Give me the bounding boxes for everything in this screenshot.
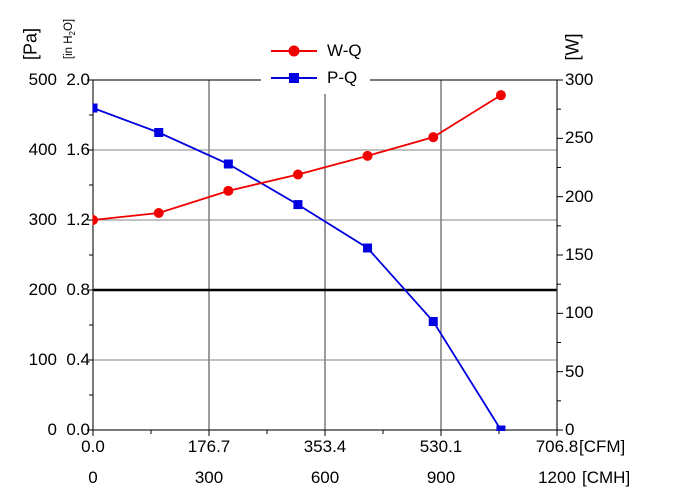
wq-data-point [292,169,303,180]
pq-legend-swatch [271,72,317,83]
left-pa-tick-label: 500 [28,70,57,89]
inh2o-unit-pre: [in H [63,35,75,60]
left-inh2o-tick-label: 0.0 [66,420,90,439]
bottom-cmh-tick-label: 900 [426,468,456,487]
left-inh2o-tick-label: 0.8 [66,280,90,299]
right-w-tick-label: 0 [565,420,575,439]
right-w-tick-label: 250 [565,128,594,148]
left-pa-tick-label: 0 [47,420,57,439]
pq-data-point [154,128,164,137]
legend-item-pq: P-Q [269,64,362,91]
left-inh2o-tick-label: 1.6 [66,140,90,159]
bottom-cfm-tick-label: 353.4 [303,437,347,456]
bottom-cfm-tick-label: 530.1 [419,437,463,456]
pq-data-point [496,425,506,431]
left-pa-tick-label: 400 [28,140,57,159]
right-axis-unit-w: [W] [562,33,583,61]
right-w-tick-label: 100 [565,303,594,323]
wq-data-point [495,90,506,101]
bottom-cmh-tick-label: 300 [194,468,224,487]
bottom-cmh-tick-label: 600 [310,468,340,487]
left-pa-tick-label: 100 [28,350,57,369]
inh2o-unit-subscript: 2 [68,31,77,36]
left-axis-unit-pa: [Pa] [20,27,41,61]
left-inh2o-tick-label: 2.0 [66,70,90,89]
wq-data-point [362,150,373,161]
x-axis-unit-cmh: [CMH] [582,468,631,487]
bottom-cfm-tick-label: 706.8 [535,437,579,456]
pq-legend-label: P-Q [327,67,358,87]
right-w-tick-label: 300 [565,70,594,89]
legend-item-wq: W-Q [269,37,362,64]
x-axis-unit-cfm: [CFM] [579,437,626,456]
right-w-tick-label: 150 [565,245,594,264]
right-w-tick-label: 50 [565,361,584,381]
pq-data-point [92,103,98,113]
wq-legend-swatch [271,45,317,56]
left-inh2o-tick-label: 1.2 [66,210,90,229]
pq-data-point [223,159,233,169]
left-axis-unit-inh2o: [in H2O] [63,19,77,59]
pq-data-point [363,243,373,253]
left-inh2o-tick-label: 0.4 [66,350,90,369]
bottom-cfm-tick-label: 176.7 [187,437,231,456]
wq-data-point [92,215,98,225]
legend: W-Q P-Q [261,36,370,94]
pq-series-line [92,107,502,431]
bottom-cfm-tick-label: 0.0 [81,437,105,456]
pq-data-point [428,317,438,326]
pq-data-point [293,200,303,210]
inh2o-unit-post: O] [63,18,75,32]
right-w-tick-label: 200 [565,186,594,206]
wq-data-point [428,132,439,143]
wq-legend-label: W-Q [327,40,362,60]
wq-data-point [223,185,234,196]
left-pa-tick-label: 300 [28,210,57,229]
bottom-cmh-tick-label: 1200 [538,468,576,487]
bottom-cmh-tick-label: 0 [88,468,98,487]
wq-data-point [153,208,164,218]
left-pa-tick-label: 200 [28,280,57,299]
